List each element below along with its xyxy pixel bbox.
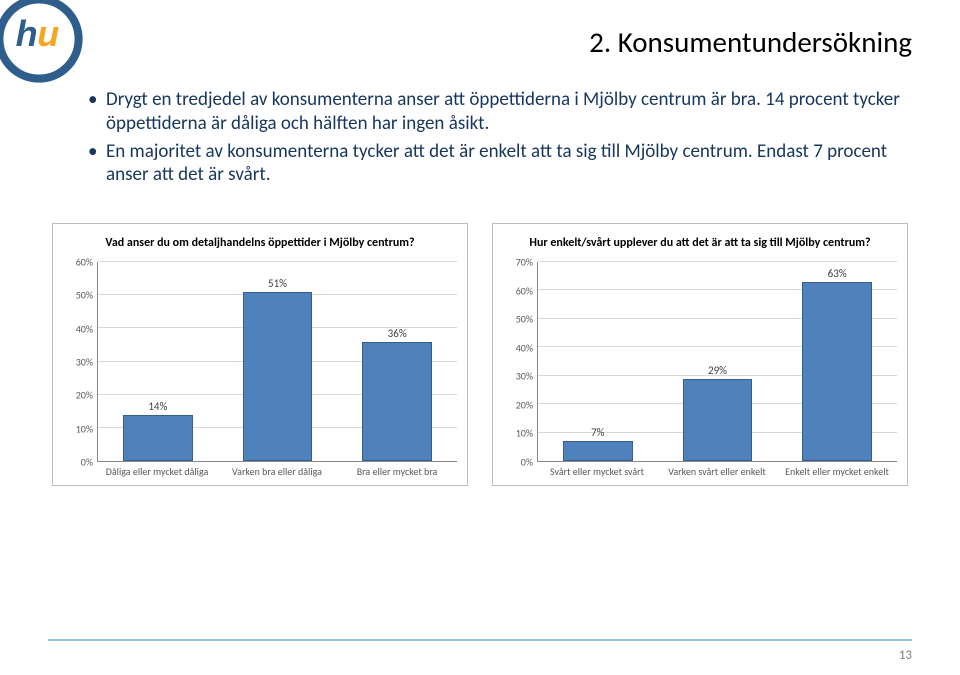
chart-right: Hur enkelt/svårt upplever du att det är … <box>492 223 908 486</box>
y-tick: 0% <box>81 456 93 469</box>
bar-slot: 51% <box>218 262 338 461</box>
chart-left: Vad anser du om detaljhandelns öppettide… <box>52 223 468 486</box>
x-label: Bra eller mycket bra <box>337 466 457 477</box>
charts-row: Vad anser du om detaljhandelns öppettide… <box>52 223 908 486</box>
chart-title: Hur enkelt/svårt upplever du att det är … <box>503 236 897 250</box>
y-tick: 50% <box>76 289 93 302</box>
x-label: Svårt eller mycket svårt <box>537 466 657 477</box>
x-labels: Dåliga eller mycket dåligaVarken bra ell… <box>97 466 457 477</box>
bar-slot: 14% <box>98 262 218 461</box>
page-number: 13 <box>899 648 912 663</box>
y-tick: 40% <box>516 341 533 354</box>
x-label: Dåliga eller mycket dåliga <box>97 466 217 477</box>
bar-value-label: 29% <box>708 364 727 377</box>
bar-slot: 7% <box>538 262 658 461</box>
chart-body: 0%10%20%30%40%50%60%70% 7%29%63% <box>503 262 897 462</box>
bar: 29% <box>683 379 752 461</box>
y-tick: 20% <box>76 389 93 402</box>
bar-slot: 63% <box>777 262 897 461</box>
y-tick: 60% <box>76 256 93 269</box>
page: h u 2. Konsumentundersökning Drygt en tr… <box>0 0 960 675</box>
y-tick: 30% <box>76 356 93 369</box>
bar-value-label: 7% <box>591 426 604 439</box>
x-label: Enkelt eller mycket enkelt <box>777 466 897 477</box>
bars: 7% 29% 63% <box>538 262 897 461</box>
bar-value-label: 63% <box>828 267 847 280</box>
y-tick: 50% <box>516 313 533 326</box>
y-tick: 30% <box>516 370 533 383</box>
bar: 7% <box>563 441 632 461</box>
bar-value-label: 51% <box>268 277 287 290</box>
page-title: 2. Konsumentundersökning <box>48 24 912 60</box>
y-tick: 10% <box>516 427 533 440</box>
y-tick: 0% <box>521 456 533 469</box>
x-labels: Svårt eller mycket svårtVarken svårt ell… <box>537 466 897 477</box>
bar-value-label: 14% <box>148 400 167 413</box>
chart-body: 0%10%20%30%40%50%60% 14%51%36% <box>63 262 457 462</box>
x-label: Varken bra eller dåliga <box>217 466 337 477</box>
bar: 14% <box>123 415 192 461</box>
x-label: Varken svårt eller enkelt <box>657 466 777 477</box>
y-tick: 70% <box>516 256 533 269</box>
plot-area: 7% 29% 63% <box>537 262 897 462</box>
plot: 7% 29% 63% <box>537 262 897 462</box>
bullet-item: En majoritet av konsumenterna tycker att… <box>88 140 912 188</box>
bar: 36% <box>362 342 431 461</box>
y-tick: 20% <box>516 398 533 411</box>
svg-text:h: h <box>16 13 38 54</box>
logo: h u <box>0 0 84 84</box>
bars: 14% 51% 36% <box>98 262 457 461</box>
y-tick: 60% <box>516 284 533 297</box>
y-axis: 0%10%20%30%40%50%60% <box>63 262 97 462</box>
y-axis: 0%10%20%30%40%50%60%70% <box>503 262 537 462</box>
plot-area: 14% 51% 36% <box>97 262 457 462</box>
bar: 51% <box>243 292 312 461</box>
bullet-item: Drygt en tredjedel av konsumenterna anse… <box>88 88 912 136</box>
bar-value-label: 36% <box>388 327 407 340</box>
chart-title: Vad anser du om detaljhandelns öppettide… <box>63 236 457 250</box>
footer-divider <box>48 639 912 641</box>
svg-text:u: u <box>37 13 59 54</box>
plot: 14% 51% 36% <box>97 262 457 462</box>
bar-slot: 29% <box>658 262 778 461</box>
bar-slot: 36% <box>337 262 457 461</box>
y-tick: 10% <box>76 422 93 435</box>
bar: 63% <box>802 282 871 461</box>
y-tick: 40% <box>76 322 93 335</box>
bullet-list: Drygt en tredjedel av konsumenterna anse… <box>88 88 912 187</box>
